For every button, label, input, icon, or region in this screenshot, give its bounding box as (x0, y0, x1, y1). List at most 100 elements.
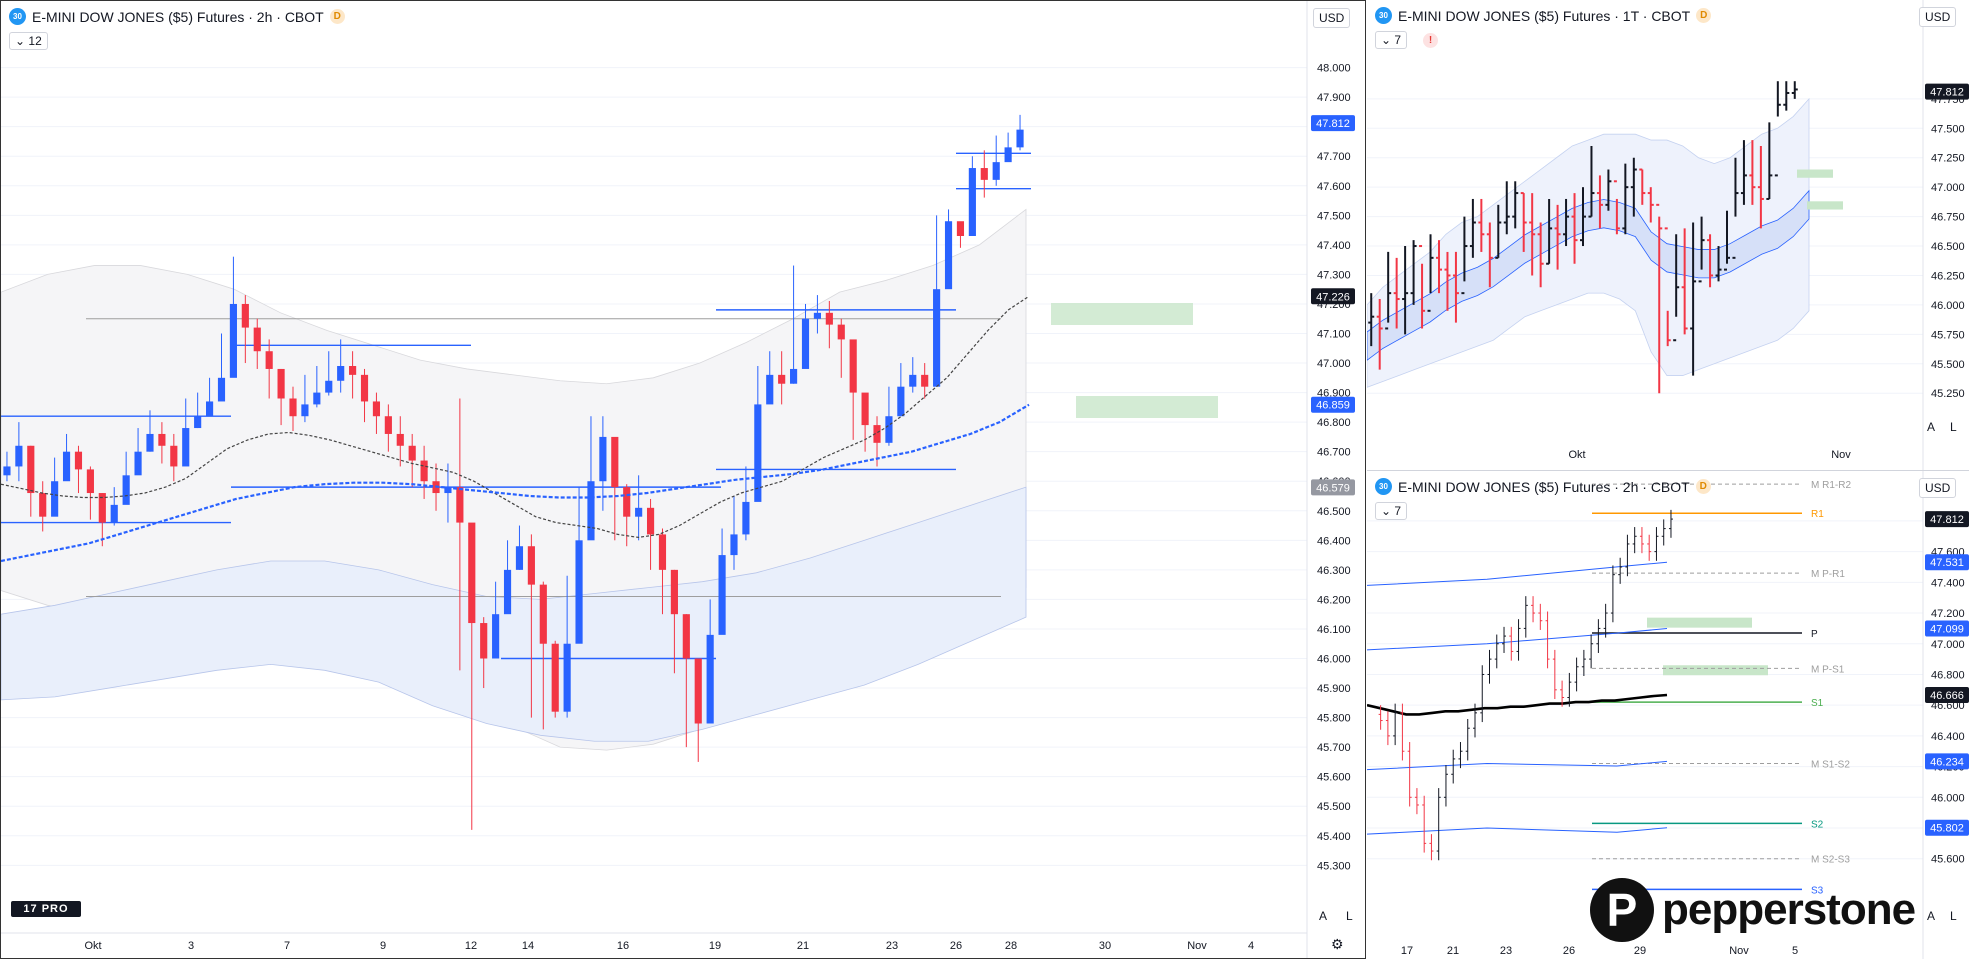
log-scale-button[interactable]: L (1950, 909, 1957, 923)
candle-body (241, 303, 249, 328)
price-label: 46.579 (1316, 482, 1350, 494)
symbol-title[interactable]: E-MINI DOW JONES ($5) Futures · 1T · CBO… (1398, 7, 1691, 24)
candle-body (301, 404, 309, 417)
currency-select[interactable]: USD (1919, 7, 1957, 27)
price-label-bg (1311, 115, 1355, 132)
symbol-title[interactable]: E-MINI DOW JONES ($5) Futures · 2h · CBO… (32, 8, 324, 25)
candle-body (158, 433, 166, 446)
candle-body (754, 404, 762, 502)
candle-body (27, 445, 35, 494)
delayed-badge: D (1695, 479, 1711, 494)
candle-body (980, 168, 988, 180)
price-label: 47.812 (1930, 514, 1964, 526)
candle-body (51, 481, 59, 517)
log-scale-button[interactable]: L (1346, 909, 1353, 923)
y-tick-label: 45.500 (1317, 801, 1351, 813)
symbol-badge: 30 (1375, 7, 1392, 24)
candle-body (933, 289, 941, 387)
x-tick-label: 14 (522, 940, 534, 952)
pepperstone-logo: P pepperstone (1590, 878, 1916, 942)
indicators-toggle[interactable]: ⌄ 7 (1375, 31, 1408, 49)
auto-scale-button[interactable]: A (1927, 420, 1936, 434)
auto-scale-button[interactable]: A (1927, 909, 1936, 923)
candle-body (444, 487, 452, 494)
candle-body (62, 451, 71, 482)
candle-body (539, 584, 547, 644)
warning-icon[interactable]: ! (1423, 33, 1438, 48)
y-tick-label: 45.500 (1931, 359, 1965, 371)
currency-select[interactable]: USD (1919, 478, 1957, 498)
y-tick-label: 47.900 (1317, 92, 1351, 104)
candle-body (503, 569, 512, 615)
y-tick-label: 46.200 (1317, 594, 1351, 606)
currency-select[interactable]: USD (1313, 8, 1351, 28)
candle-body (956, 221, 965, 236)
candle-body (468, 522, 476, 624)
y-tick-label: 47.400 (1317, 240, 1351, 252)
symbol-badge: 30 (1375, 478, 1392, 495)
candle-body (1016, 129, 1024, 148)
candle-body (599, 436, 607, 482)
auto-scale-button[interactable]: A (1319, 909, 1328, 923)
candle-body (39, 493, 47, 517)
x-tick-label: 21 (797, 940, 809, 952)
y-tick-label: 45.250 (1931, 388, 1965, 400)
price-label: 46.666 (1930, 690, 1964, 702)
price-label-bg (1925, 687, 1969, 704)
pivot-label: M S2-S3 (1811, 855, 1850, 866)
candle-body (289, 398, 297, 417)
candle-body (944, 221, 953, 290)
y-tick-label: 45.900 (1317, 683, 1351, 695)
main-chart-panel[interactable]: 48.00047.90047.80047.70047.60047.50047.4… (0, 0, 1366, 959)
indicators-toggle[interactable]: ⌄ 7 (1375, 502, 1408, 520)
lower-band (1, 486, 1027, 742)
y-tick-label: 47.000 (1931, 182, 1965, 194)
y-tick-label: 47.000 (1931, 639, 1965, 651)
daily-chart-panel[interactable]: 47.750 47.500 47.250 47.000 46.750 46.500 46.2… (1367, 0, 1969, 470)
candle-body (837, 324, 845, 340)
daily-chart-canvas[interactable]: 47.75047.50047.25047.00046.75046.50046.2… (1367, 0, 1969, 470)
pivot-label: P (1811, 629, 1818, 640)
inner-band (1367, 189, 1810, 361)
tradingview-logo: 17 PRO (11, 901, 81, 917)
gear-icon[interactable]: ⚙ (1331, 936, 1344, 952)
candle-body (861, 392, 869, 426)
candle-body (420, 460, 428, 482)
indicators-count: 12 (28, 34, 42, 48)
x-tick-label: Okt (1568, 449, 1585, 461)
candle-body (74, 451, 83, 470)
channel-line (1367, 827, 1668, 835)
candle-body (992, 162, 1000, 180)
candle-body (623, 487, 631, 517)
candle-body (206, 401, 214, 417)
y-tick-label: 46.700 (1317, 447, 1351, 459)
y-tick-label: 46.400 (1317, 535, 1351, 547)
pivot-chart-panel[interactable]: M R1-R2 R1 M P-R1 P M P-S1 S1 M S1-S2 S2 M S2-S3… (1367, 470, 1969, 959)
pivot-label: S1 (1811, 698, 1824, 709)
symbol-title[interactable]: E-MINI DOW JONES ($5) Futures · 2h · CBO… (1398, 478, 1690, 495)
delayed-badge: D (1696, 8, 1712, 23)
y-tick-label: 47.500 (1317, 210, 1351, 222)
pepperstone-wordmark: pepperstone (1662, 885, 1916, 934)
supply-zone (1051, 303, 1193, 325)
daily-chart-header: 30 E-MINI DOW JONES ($5) Futures · 1T · … (1375, 7, 1712, 24)
channel-line (1367, 561, 1668, 586)
main-chart-canvas[interactable]: 48.00047.90047.80047.70047.60047.50047.4… (1, 1, 1366, 959)
price-label-bg (1925, 620, 1969, 637)
y-tick-label: 46.500 (1931, 241, 1965, 253)
pivot-chart-canvas[interactable]: M R1-R2 R1 M P-R1 P M P-S1 S1 M S1-S2 S2 M S2-S3… (1367, 471, 1969, 959)
candle-body (134, 451, 142, 476)
candle-body (360, 374, 369, 402)
price-label: 47.226 (1316, 291, 1350, 303)
supply-zone (1647, 617, 1752, 628)
candle-body (706, 634, 714, 724)
supply-zone (1797, 169, 1833, 178)
y-tick-label: 47.600 (1317, 181, 1351, 193)
x-tick-label: 5 (1792, 945, 1798, 957)
price-label: 47.812 (1316, 118, 1350, 130)
candle-body (575, 540, 583, 644)
indicators-toggle[interactable]: ⌄ 12 (9, 32, 48, 50)
log-scale-button[interactable]: L (1950, 420, 1957, 434)
price-label-bg (1311, 288, 1355, 305)
supply-zone (1076, 396, 1218, 418)
